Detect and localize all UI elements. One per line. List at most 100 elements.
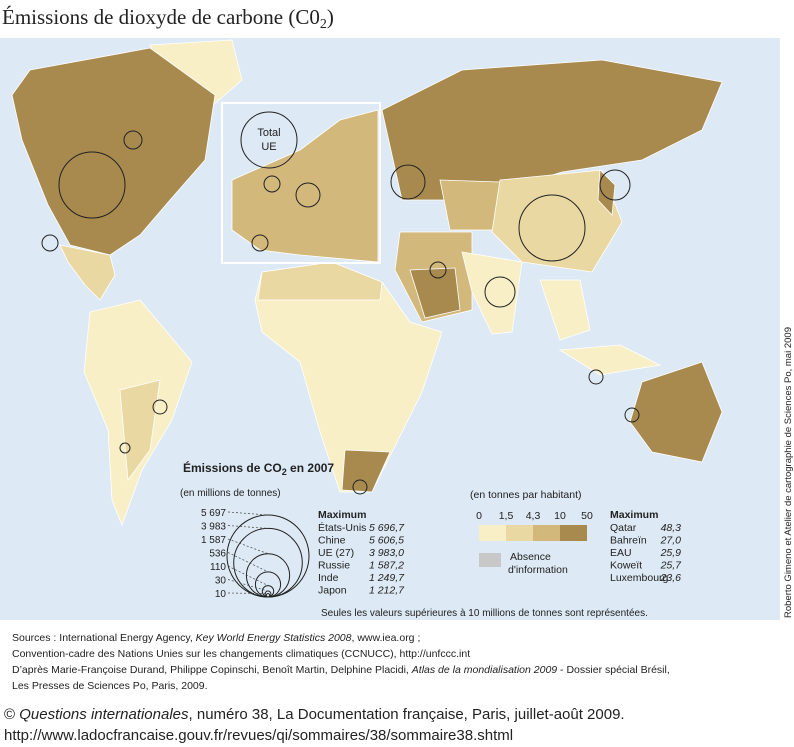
footer-line: http://www.ladocfrancaise.gouv.fr/revues… [4, 727, 513, 744]
table-name: EAU [610, 547, 632, 559]
india [461, 251, 523, 335]
text: D’après Marie-Françoise Durand, Philippe… [12, 664, 412, 676]
table-value: 1 587,2 [369, 560, 404, 572]
color-legend-swatch [533, 525, 560, 541]
south-africa [341, 449, 391, 493]
text: - Dossier spécial Brésil, [557, 664, 670, 676]
table-value: 1 212,7 [369, 585, 405, 597]
size-legend-title-sub: 2 [282, 467, 287, 477]
bubble [123, 130, 143, 150]
sources-line: Sources : International Energy Agency, K… [12, 632, 420, 644]
sources-line: Les Presses de Sciences Po, Paris, 2009. [12, 680, 208, 692]
central-asia [439, 179, 501, 231]
bubble [41, 234, 59, 252]
sources-line: Convention-cadre des Nations Unies sur l… [12, 648, 470, 660]
saudi-arabia [409, 267, 461, 319]
title-sub: 2 [320, 17, 327, 32]
size-legend-title-end: en 2007 [287, 461, 335, 475]
russia [381, 59, 723, 201]
footer-line: © Questions internationales, numéro 38, … [4, 706, 625, 723]
color-legend-break: 50 [581, 510, 593, 522]
color-legend-break: 10 [554, 510, 566, 522]
bubble [588, 369, 604, 385]
leader-line [227, 552, 269, 573]
color-legend-swatch [506, 525, 533, 541]
size-legend-label: 1 587 [201, 535, 226, 546]
bubble [484, 276, 516, 308]
leader-line [227, 525, 269, 529]
text: Atlas de la mondialisation 2009 [411, 664, 558, 676]
table-value: 48,3 [661, 522, 682, 534]
size-legend-label: 30 [215, 576, 227, 587]
bubble [295, 182, 321, 208]
bubble [119, 442, 131, 454]
bubble [352, 479, 368, 495]
table-name: UE (27) [318, 547, 354, 559]
table-header: Maximum [318, 509, 366, 521]
table-value: 23,6 [660, 572, 682, 584]
color-legend-break: 4,3 [526, 510, 541, 522]
bubble [263, 175, 281, 193]
table-value: 25,9 [660, 547, 682, 559]
color-legend-unit: (en tonnes par habitant) [470, 489, 582, 501]
title: Émissions de dioxyde de carbone (C02) [2, 5, 334, 32]
note: Seules les valeurs supérieures à 10 mill… [321, 608, 648, 619]
leader-line [227, 565, 269, 586]
bubble [240, 111, 298, 169]
title-end: ) [327, 5, 334, 29]
table-name: Chine [318, 535, 346, 547]
text: © [4, 706, 19, 723]
text: Sources : International Energy Agency, [12, 632, 196, 644]
size-legend-unit: (en millions de tonnes) [180, 488, 281, 499]
south-america-mid [119, 379, 161, 482]
table-name: Japon [318, 585, 347, 597]
table-name: Russie [318, 560, 350, 572]
table-name: États-Unis [318, 521, 366, 534]
color-legend-break: 1,5 [499, 510, 514, 522]
text: Key World Energy Statistics 2008 [196, 632, 352, 644]
europe [231, 109, 379, 263]
size-legend-label: 5 697 [201, 508, 226, 519]
bubble [390, 164, 426, 200]
map: Total UE [0, 38, 780, 620]
text: , numéro 38, La Documentation française,… [189, 706, 625, 723]
table-value: 5 696,7 [369, 522, 405, 534]
table-name: Qatar [610, 522, 637, 534]
bubble [429, 261, 447, 279]
size-legend-title: Émissions de CO2 en 2007 [183, 460, 334, 477]
table-name: Bahreïn [610, 535, 647, 547]
inset-label: Total [257, 127, 280, 139]
inset-label: UE [261, 141, 276, 153]
color-legend-break: 0 [476, 510, 482, 522]
table-header: Maximum [610, 509, 658, 521]
text: Questions internationales [19, 706, 189, 723]
size-legend-label: 10 [215, 589, 227, 600]
table-value: 5 606,5 [369, 535, 404, 547]
bubble [58, 151, 126, 219]
bubble [624, 407, 640, 423]
bubble [251, 234, 269, 252]
size-legend-title-main: Émissions de CO [183, 460, 282, 475]
credit: Roberto Gimeno et Atelier de cartographi… [783, 327, 794, 618]
size-legend-label: 536 [209, 549, 226, 560]
table-name: Inde [318, 572, 339, 584]
leader-line [227, 592, 269, 594]
mexico [59, 244, 116, 301]
table-value: 27,0 [660, 535, 682, 547]
south-east-asia [539, 279, 662, 376]
size-legend-label: 3 983 [201, 522, 226, 533]
leader-line [227, 511, 269, 516]
title-main: Émissions de dioxyde de carbone (C0 [2, 5, 320, 29]
japan [597, 169, 616, 216]
size-legend-label: 110 [210, 562, 226, 573]
color-legend-swatch [479, 525, 506, 541]
absence-label: d'information [508, 564, 568, 576]
table-value: 25,7 [660, 560, 683, 572]
absence-label: Absence [510, 551, 551, 563]
table-value: 1 249,7 [369, 572, 405, 584]
color-legend-swatch [560, 525, 587, 541]
absence-swatch [479, 553, 501, 567]
leader-line [227, 579, 269, 592]
table-name: Koweït [610, 560, 642, 572]
